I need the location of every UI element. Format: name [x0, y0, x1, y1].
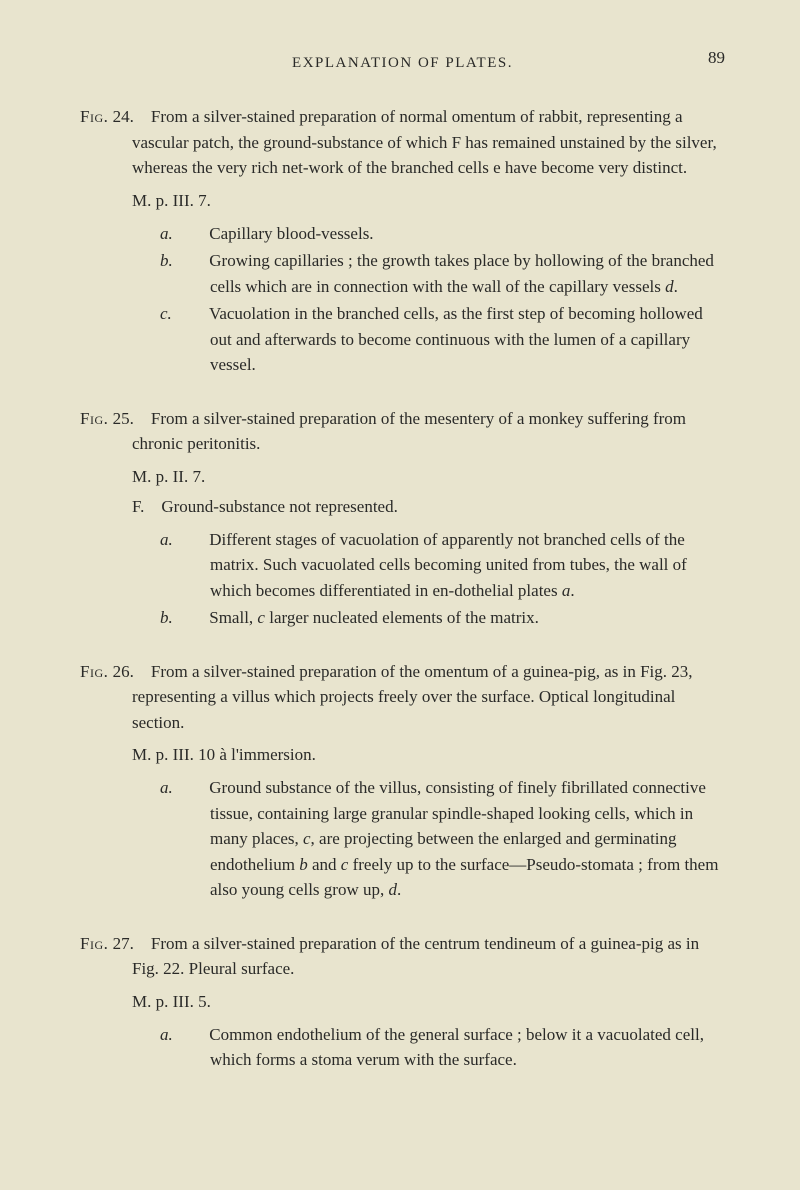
sub-item-a: a. Common endothelium of the general sur… — [80, 1022, 725, 1073]
figure-27: Fig. 27. From a silver-stained preparati… — [80, 931, 725, 1073]
figure-25-intro: Fig. 25. From a silver-stained preparati… — [80, 406, 725, 457]
f-line: F. Ground-substance not represented. — [80, 497, 725, 517]
sub-item-a: a. Different stages of vacuolation of ap… — [80, 527, 725, 604]
mp-line: M. p. III. 10 à l'immersion. — [80, 745, 725, 765]
figure-26-intro: Fig. 26. From a silver-stained preparati… — [80, 659, 725, 736]
fig-text: From a silver-stained preparation of the… — [132, 409, 686, 454]
fig-label: Fig. — [80, 662, 108, 681]
figure-24-intro: Fig. 24. From a silver-stained preparati… — [80, 104, 725, 181]
sub-item-a: a. Capillary blood-vessels. — [80, 221, 725, 247]
figure-25: Fig. 25. From a silver-stained preparati… — [80, 406, 725, 631]
fig-number: 24. — [113, 107, 134, 126]
figure-24: Fig. 24. From a silver-stained preparati… — [80, 104, 725, 378]
mp-line: M. p. III. 7. — [80, 191, 725, 211]
fig-number: 27. — [113, 934, 134, 953]
sub-item-c: c. Vacuolation in the branched cells, as… — [80, 301, 725, 378]
page-header-row: EXPLANATION OF PLATES. 89 — [80, 55, 725, 72]
fig-label: Fig. — [80, 934, 108, 953]
mp-line: M. p. II. 7. — [80, 467, 725, 487]
mp-line: M. p. III. 5. — [80, 992, 725, 1012]
fig-label: Fig. — [80, 409, 108, 428]
fig-text: From a silver-stained preparation of nor… — [132, 107, 717, 177]
fig-number: 25. — [113, 409, 134, 428]
figure-26: Fig. 26. From a silver-stained preparati… — [80, 659, 725, 903]
figure-27-intro: Fig. 27. From a silver-stained preparati… — [80, 931, 725, 982]
fig-number: 26. — [113, 662, 134, 681]
page-number: 89 — [708, 48, 725, 68]
fig-label: Fig. — [80, 107, 108, 126]
sub-item-a: a. Ground substance of the villus, consi… — [80, 775, 725, 903]
fig-text: From a silver-stained preparation of the… — [132, 662, 693, 732]
page-title: EXPLANATION OF PLATES. — [292, 55, 513, 72]
sub-item-b: b. Growing capillaries ; the growth take… — [80, 248, 725, 299]
sub-item-b: b. Small, c larger nucleated elements of… — [80, 605, 725, 631]
fig-text: From a silver-stained preparation of the… — [132, 934, 699, 979]
